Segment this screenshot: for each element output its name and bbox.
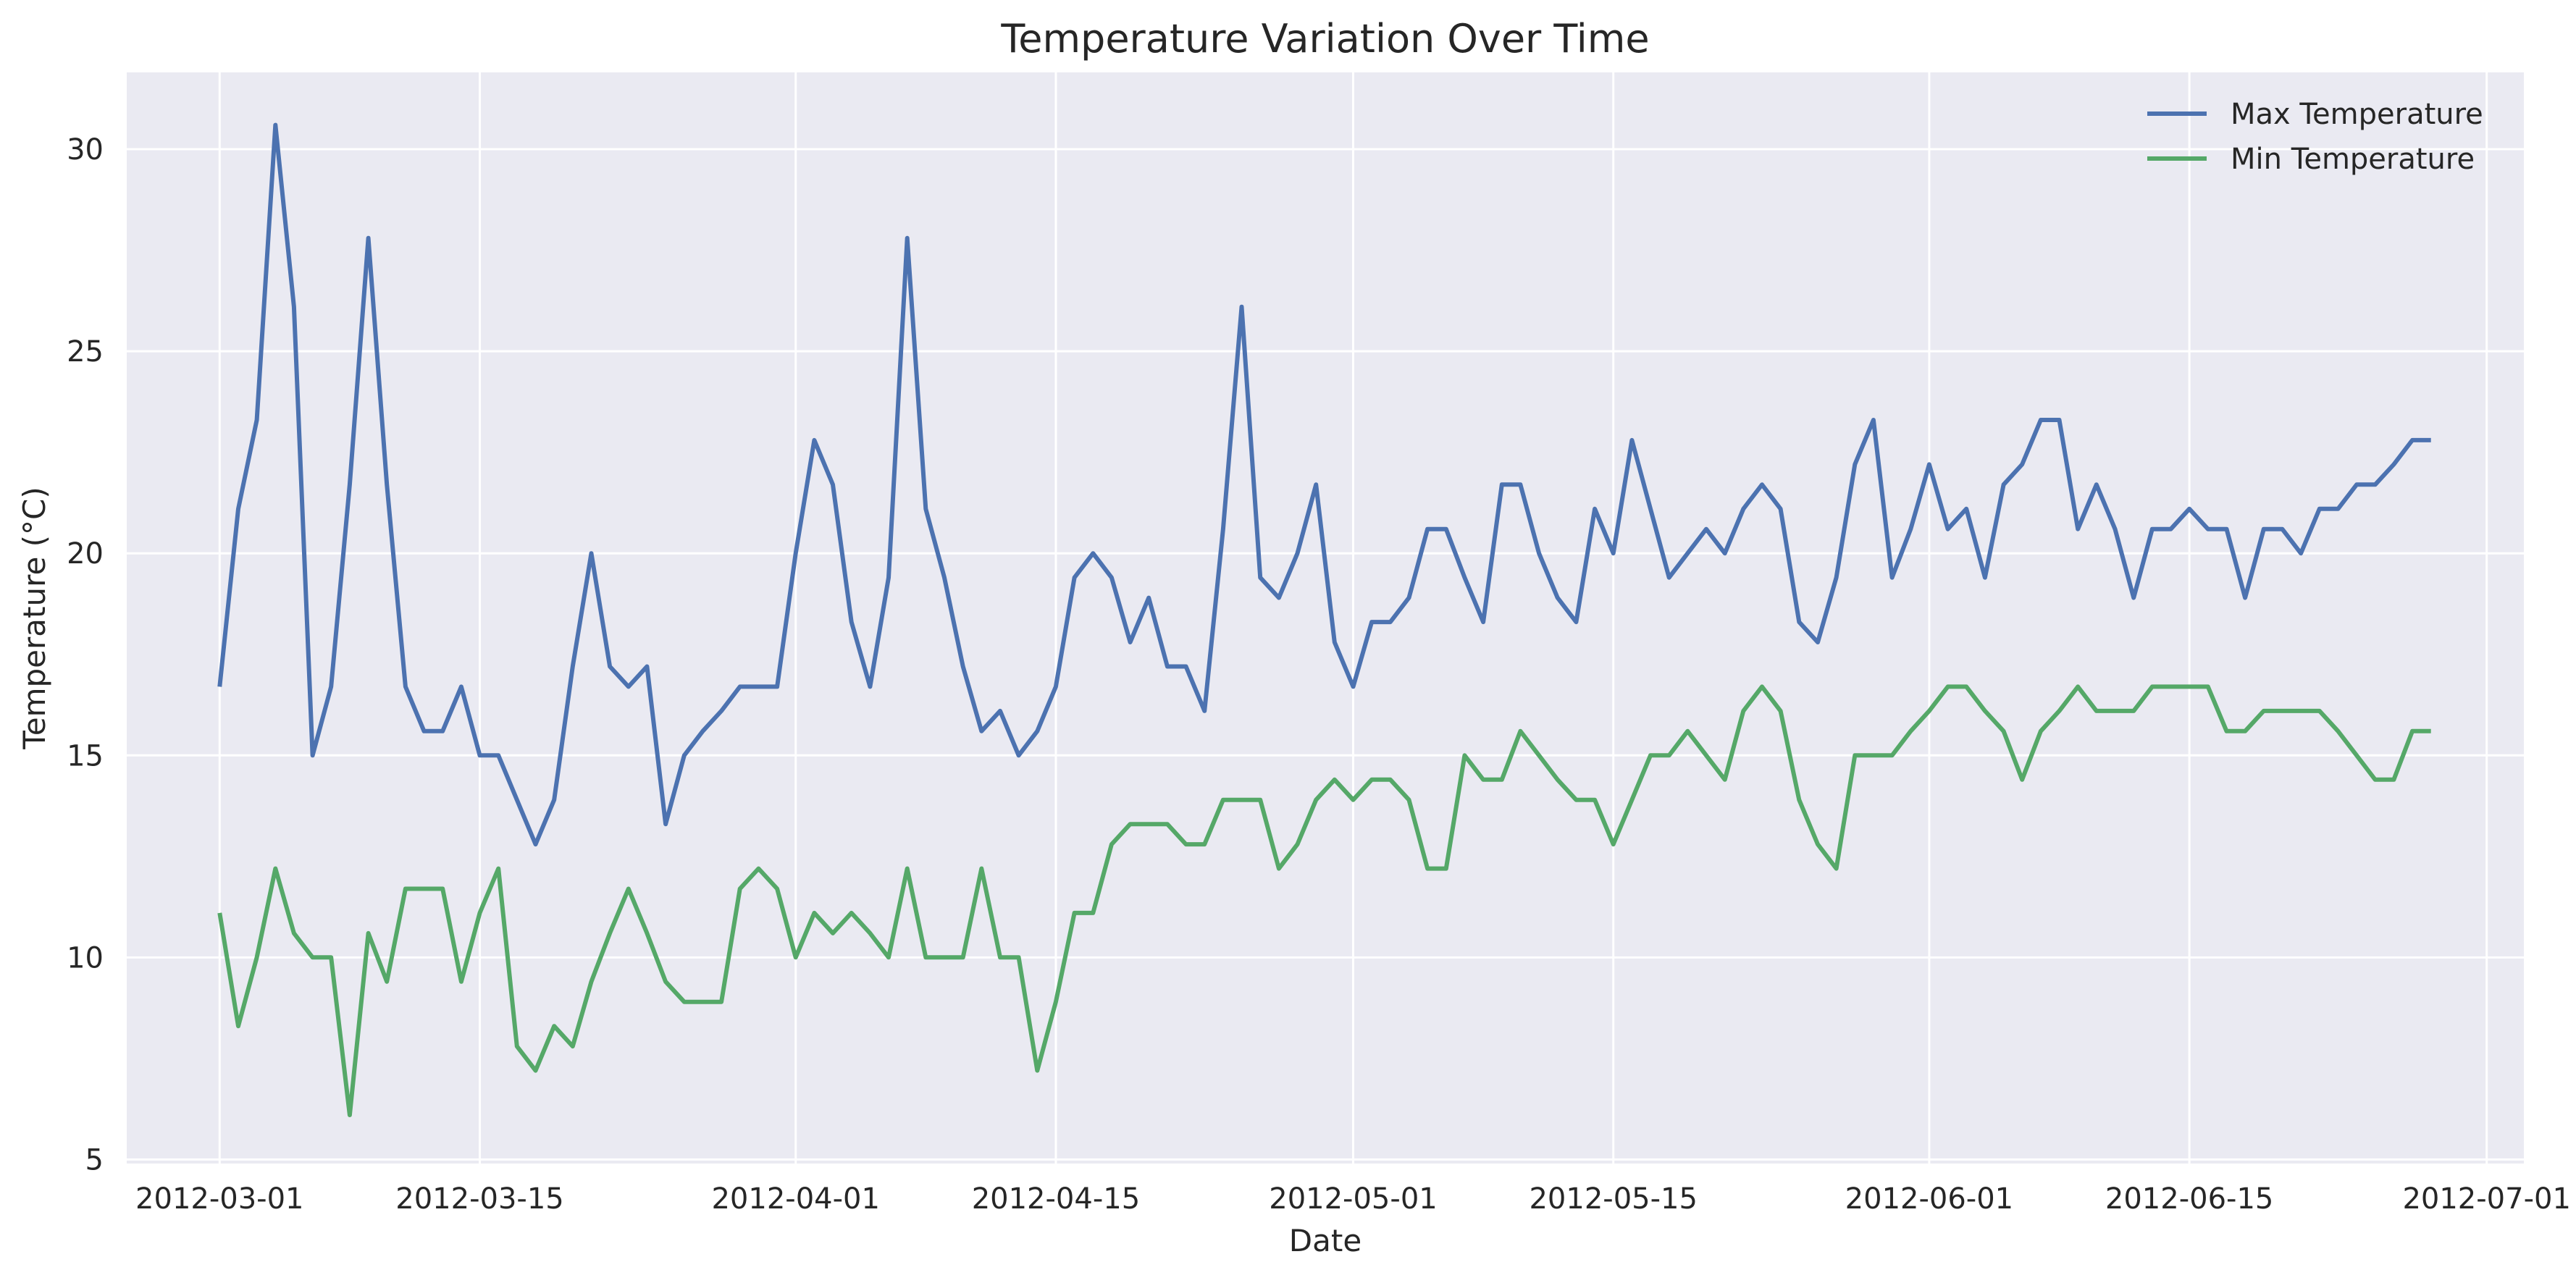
y-tick-label: 5: [85, 1143, 104, 1177]
x-tick-label: 2012-07-01: [2402, 1182, 2570, 1216]
legend-label: Max Temperature: [2231, 98, 2483, 131]
x-axis-ticks: 2012-03-01 2012-03-15 2012-04-01 2012-04-15…: [135, 1182, 2571, 1216]
x-tick-label: 2012-06-15: [2105, 1182, 2273, 1216]
y-tick-label: 25: [67, 335, 104, 369]
series-line-min-temperature: [217, 684, 2431, 1117]
y-tick-label: 30: [67, 133, 104, 167]
plot-background: [127, 72, 2524, 1164]
y-axis-label: Temperature (°C): [17, 487, 52, 750]
y-tick-label: 15: [67, 739, 104, 773]
x-tick-label: 2012-05-15: [1529, 1182, 1697, 1216]
chart-title: Temperature Variation Over Time: [1000, 16, 1649, 62]
legend-label: Min Temperature: [2231, 143, 2475, 176]
y-axis-ticks: 5 10 15 20 25 30: [67, 133, 104, 1177]
legend: Max Temperature Min Temperature: [2147, 98, 2483, 176]
x-tick-label: 2012-06-01: [1845, 1182, 2013, 1216]
y-tick-label: 20: [67, 537, 104, 571]
series-lines: [217, 122, 2431, 1117]
x-tick-label: 2012-03-15: [395, 1182, 563, 1216]
x-tick-label: 2012-05-01: [1269, 1182, 1437, 1216]
y-tick-label: 10: [67, 941, 104, 975]
series-line-max-temperature: [217, 122, 2431, 847]
x-tick-label: 2012-04-15: [972, 1182, 1140, 1216]
x-axis-label: Date: [1289, 1223, 1362, 1258]
x-tick-label: 2012-04-01: [711, 1182, 879, 1216]
x-tick-label: 2012-03-01: [135, 1182, 303, 1216]
